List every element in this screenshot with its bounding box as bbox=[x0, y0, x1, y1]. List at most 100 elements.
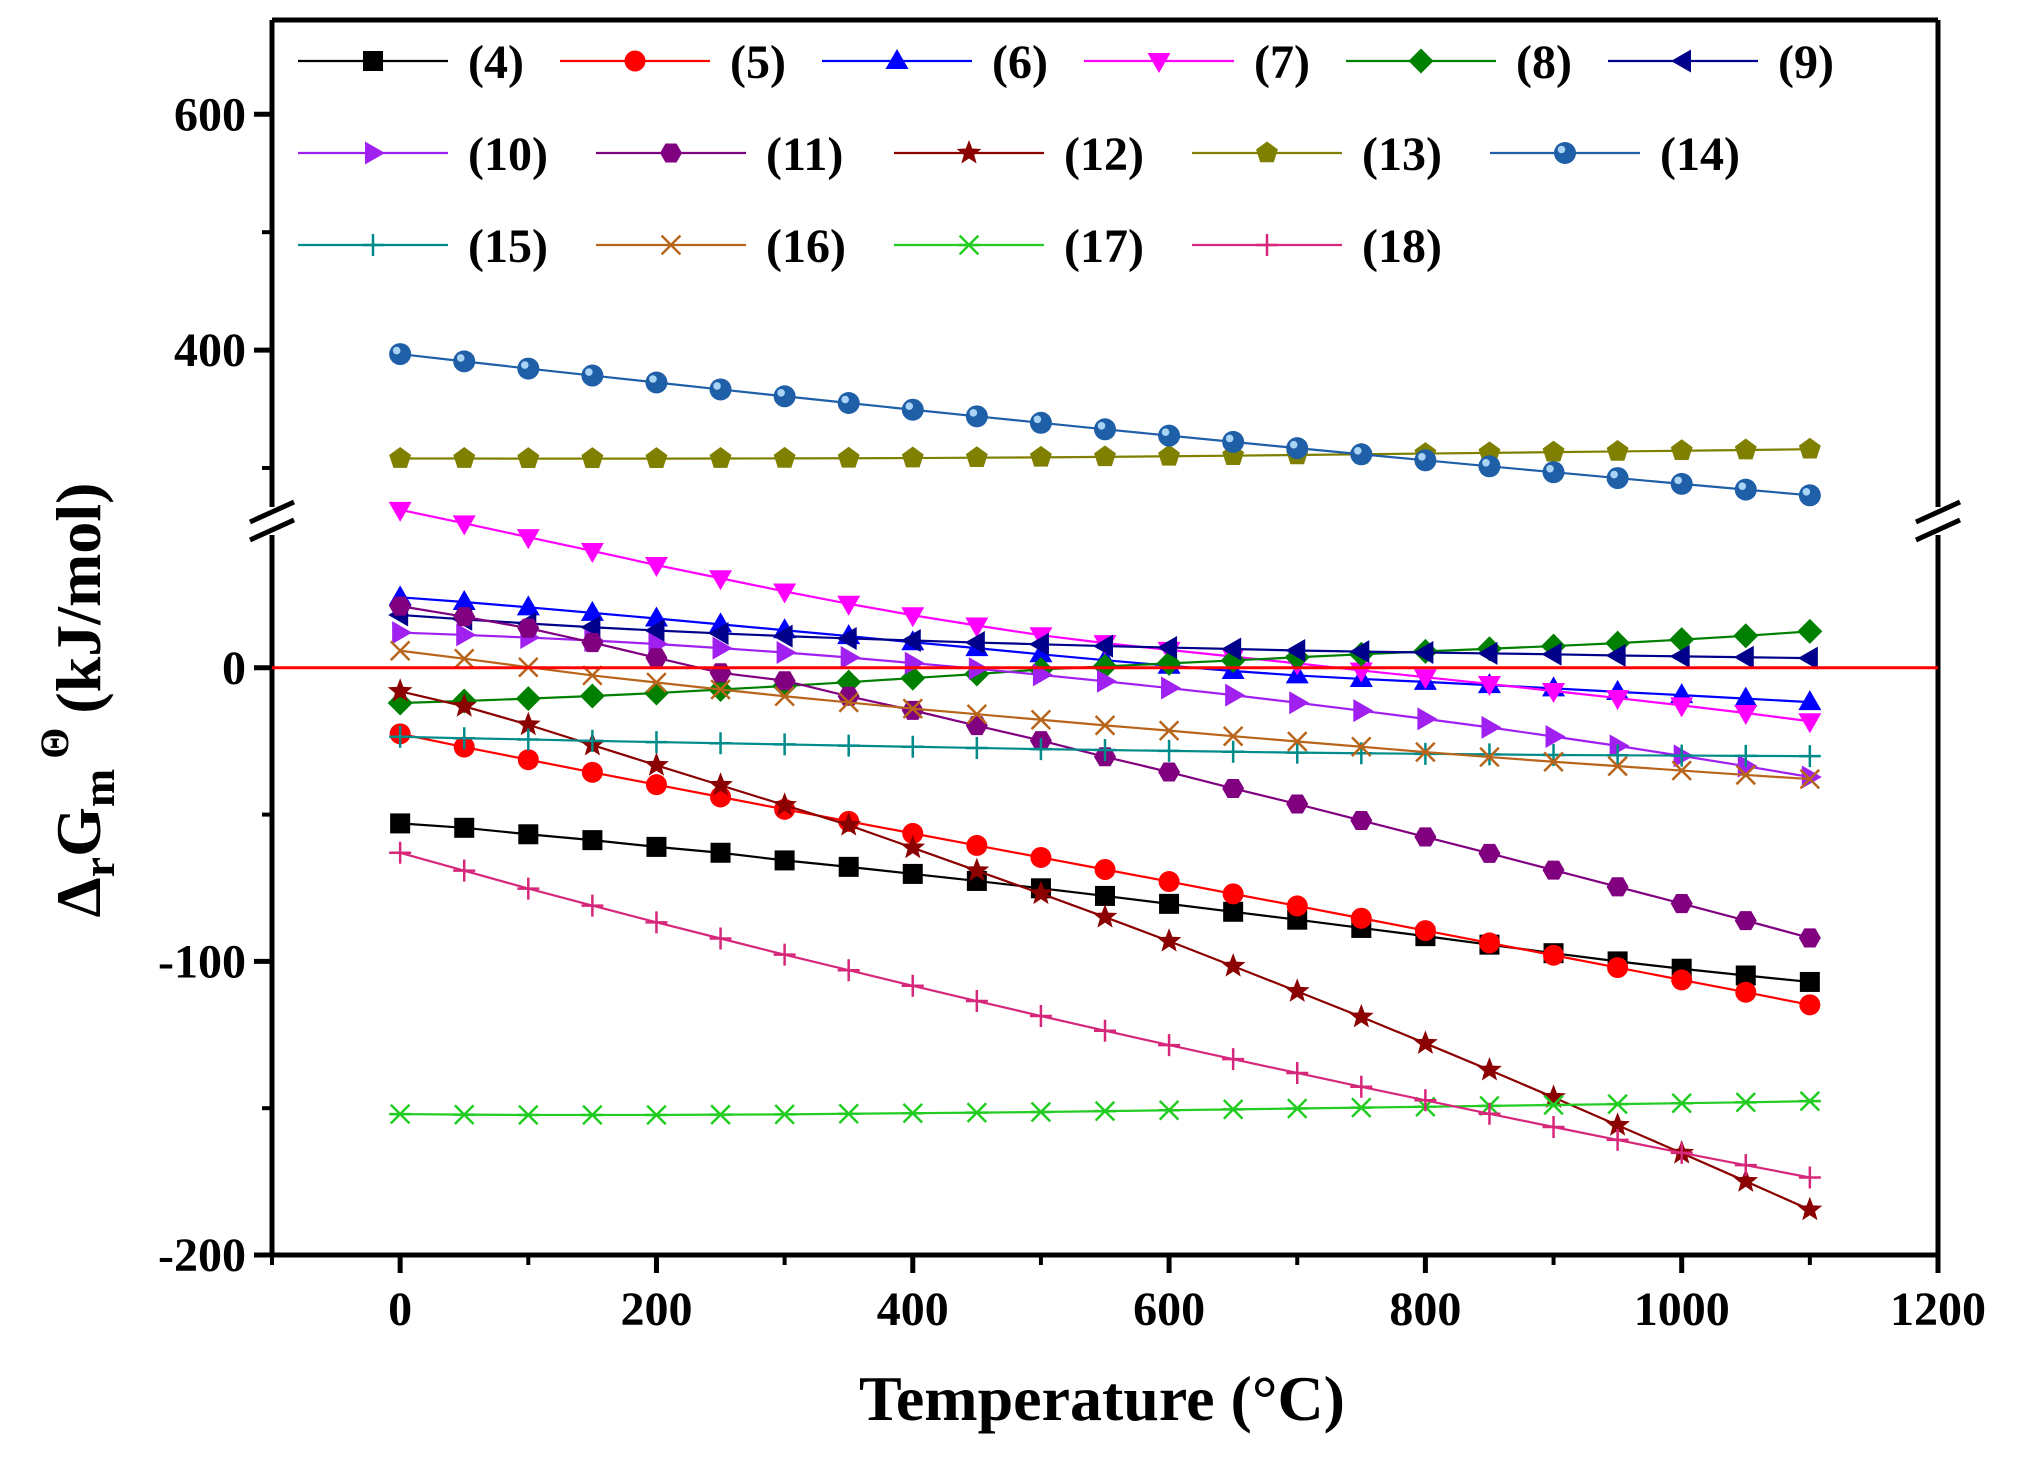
break-mark-right-1 bbox=[1914, 499, 1962, 525]
data-point-13 bbox=[1158, 444, 1181, 466]
legend-marker-9 bbox=[1671, 49, 1691, 73]
data-point-14-highlight bbox=[1738, 482, 1747, 490]
data-point-17 bbox=[517, 1104, 540, 1126]
series-16 bbox=[389, 640, 1821, 790]
data-point-16 bbox=[1158, 720, 1180, 741]
data-point-7 bbox=[580, 542, 604, 563]
data-point-14 bbox=[1286, 437, 1309, 460]
data-point-5 bbox=[1478, 932, 1500, 954]
data-point-14 bbox=[1542, 461, 1565, 484]
data-point-10 bbox=[1097, 669, 1117, 693]
data-point-12 bbox=[387, 678, 413, 702]
x-axis-title: Temperature (°C) bbox=[859, 1363, 1345, 1434]
data-point-14-highlight bbox=[1225, 434, 1234, 443]
data-point-12 bbox=[964, 857, 990, 882]
data-point-9 bbox=[964, 631, 985, 655]
data-point-5 bbox=[517, 749, 539, 771]
data-point-14-highlight bbox=[1482, 459, 1490, 467]
data-point-12 bbox=[836, 812, 862, 836]
data-point-5 bbox=[1222, 883, 1244, 905]
data-point-7 bbox=[516, 529, 540, 550]
legend-item-11: (11) bbox=[596, 128, 843, 181]
data-point-13 bbox=[773, 446, 796, 468]
data-point-17 bbox=[1094, 1100, 1116, 1122]
data-point-14 bbox=[581, 364, 604, 387]
data-point-10 bbox=[1417, 707, 1438, 731]
data-point-16 bbox=[966, 703, 988, 725]
data-point-15 bbox=[1094, 739, 1116, 762]
data-point-14 bbox=[1606, 467, 1629, 490]
data-point-9 bbox=[900, 628, 921, 652]
data-point-18 bbox=[453, 859, 476, 882]
data-point-13 bbox=[1734, 438, 1757, 460]
series-18 bbox=[389, 841, 1821, 1189]
data-point-17 bbox=[1606, 1093, 1629, 1115]
data-point-18 bbox=[645, 911, 668, 934]
legend-item-17: (17) bbox=[894, 220, 1144, 273]
data-point-14 bbox=[1478, 455, 1501, 478]
data-point-11 bbox=[1350, 810, 1373, 830]
data-point-17 bbox=[1798, 1090, 1821, 1112]
data-point-12 bbox=[1413, 1030, 1438, 1054]
x-tick-label: 600 bbox=[1133, 1283, 1205, 1336]
data-point-13 bbox=[453, 447, 476, 468]
data-point-12 bbox=[1348, 1003, 1374, 1028]
data-point-11 bbox=[453, 607, 476, 627]
data-point-11 bbox=[1414, 827, 1437, 847]
data-point-14 bbox=[773, 385, 796, 408]
data-point-14 bbox=[1734, 478, 1757, 501]
data-point-6 bbox=[516, 595, 540, 616]
data-point-13 bbox=[1094, 445, 1116, 467]
data-point-16 bbox=[902, 698, 924, 719]
data-point-16 bbox=[453, 648, 475, 669]
data-point-15 bbox=[709, 732, 732, 755]
data-point-17 bbox=[389, 1103, 412, 1125]
data-point-4 bbox=[582, 830, 603, 851]
legend-marker-4 bbox=[363, 51, 383, 71]
legend-label-7: (7) bbox=[1254, 36, 1310, 89]
data-point-18 bbox=[1029, 1005, 1052, 1028]
data-point-4 bbox=[1799, 971, 1820, 992]
data-point-16 bbox=[1030, 709, 1052, 731]
data-point-15 bbox=[1286, 741, 1309, 764]
data-point-4 bbox=[390, 813, 411, 834]
data-point-8 bbox=[1797, 618, 1823, 644]
x-tick-label: 1200 bbox=[1890, 1283, 1986, 1336]
legend-marker-5 bbox=[624, 50, 646, 72]
y-title-sup-theta: Θ bbox=[32, 728, 77, 759]
data-point-4 bbox=[1735, 965, 1756, 986]
data-point-17 bbox=[837, 1103, 860, 1125]
data-point-7 bbox=[1413, 669, 1437, 690]
data-point-9 bbox=[1669, 644, 1690, 668]
legend-item-4: (4) bbox=[298, 36, 524, 89]
data-point-10 bbox=[1545, 725, 1566, 749]
data-point-7 bbox=[388, 501, 412, 522]
data-point-10 bbox=[1609, 734, 1630, 758]
data-point-13 bbox=[645, 447, 668, 468]
data-point-14-highlight bbox=[1161, 428, 1170, 436]
legend-label-6: (6) bbox=[992, 36, 1048, 89]
data-point-6 bbox=[1734, 686, 1758, 707]
data-point-9 bbox=[1797, 646, 1818, 670]
data-point-12 bbox=[708, 772, 733, 796]
data-point-16 bbox=[1799, 768, 1821, 790]
data-point-15 bbox=[1222, 740, 1245, 763]
data-point-16 bbox=[646, 672, 667, 693]
y-tick-label: 600 bbox=[174, 88, 246, 141]
data-point-10 bbox=[392, 621, 413, 645]
series-layer bbox=[387, 343, 1823, 1221]
data-point-16 bbox=[838, 692, 859, 713]
data-point-9 bbox=[1221, 637, 1242, 661]
legend-label-16: (16) bbox=[766, 220, 846, 273]
data-point-17 bbox=[1158, 1100, 1181, 1121]
data-point-14 bbox=[709, 378, 732, 401]
legend-label-12: (12) bbox=[1064, 128, 1144, 181]
legend-item-12: (12) bbox=[894, 128, 1144, 181]
data-point-14 bbox=[1222, 430, 1245, 453]
data-point-18 bbox=[1670, 1141, 1693, 1164]
data-point-17 bbox=[1350, 1097, 1373, 1118]
legend-label-10: (10) bbox=[468, 128, 548, 181]
legend-marker-11 bbox=[660, 143, 682, 163]
data-point-18 bbox=[1414, 1089, 1437, 1112]
